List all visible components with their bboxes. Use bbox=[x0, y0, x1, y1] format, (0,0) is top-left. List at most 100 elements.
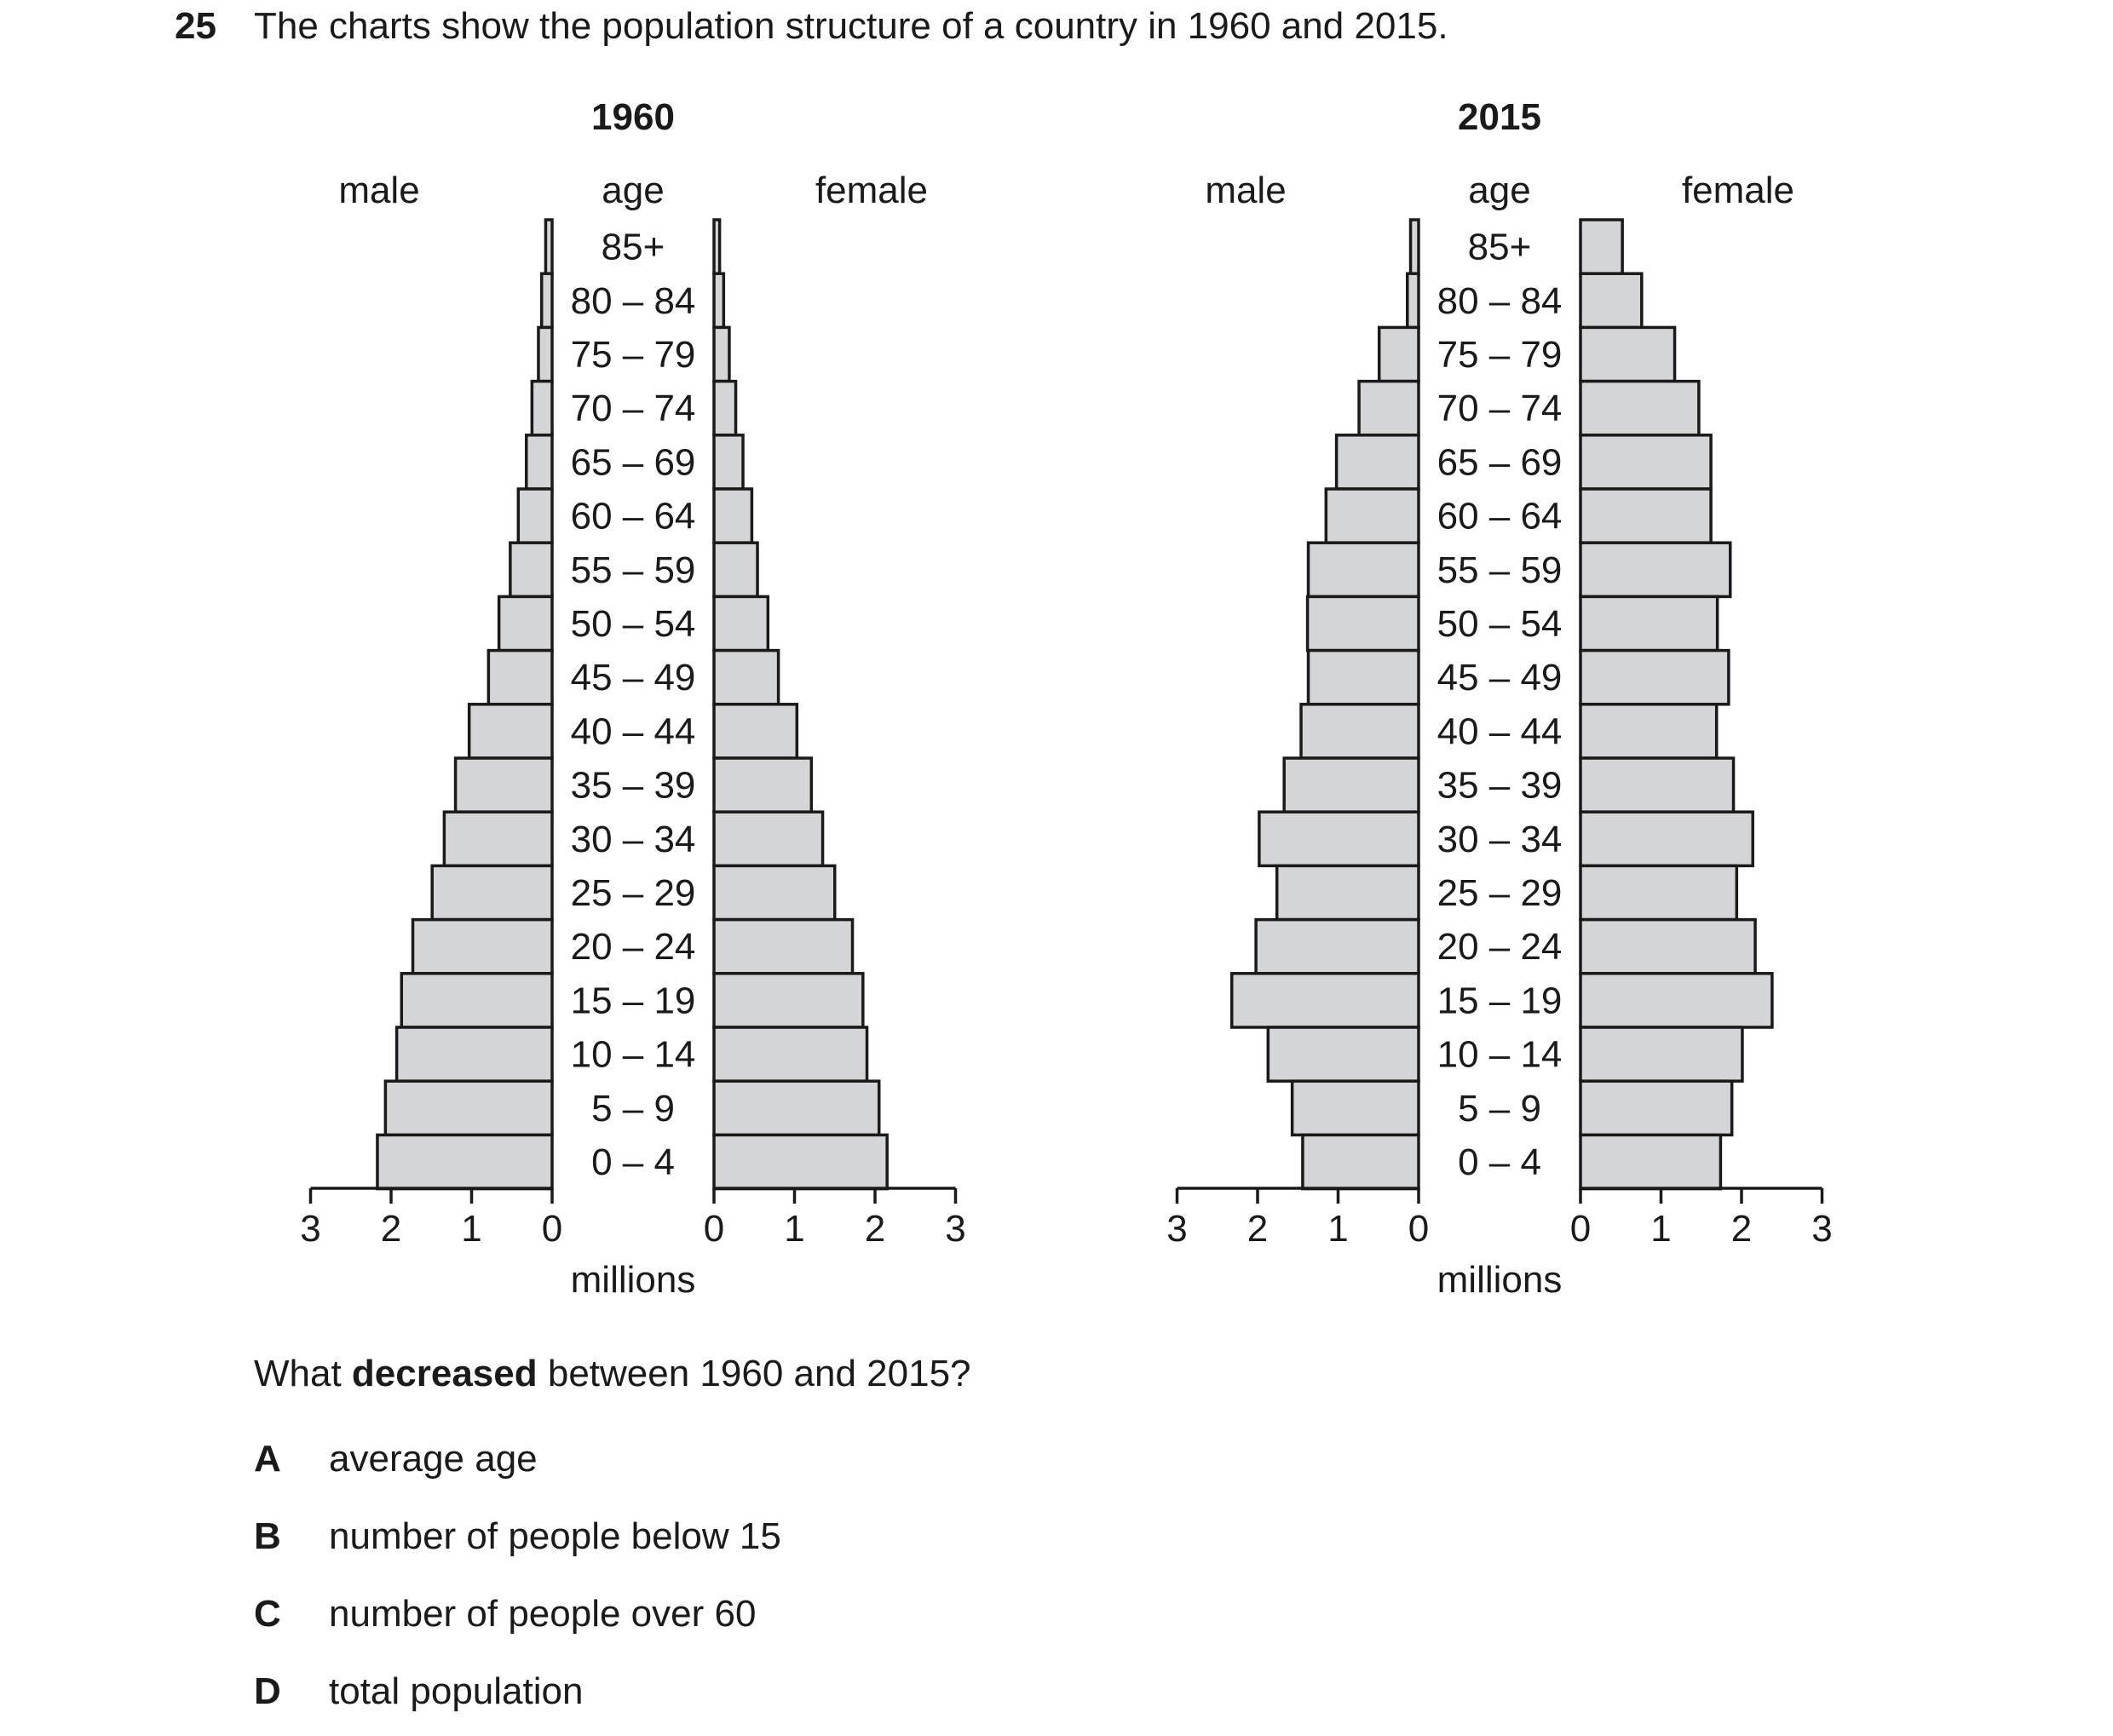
female-bar bbox=[712, 379, 738, 437]
female-tick-label: 1 bbox=[1650, 1208, 1671, 1250]
age-group-label: 0 – 4 bbox=[1458, 1141, 1541, 1183]
female-tick-label: 1 bbox=[784, 1208, 804, 1250]
age-group-label: 10 – 14 bbox=[571, 1034, 696, 1076]
age-group-label: 25 – 29 bbox=[1437, 872, 1563, 914]
male-bar bbox=[442, 810, 554, 868]
male-tick-label: 0 bbox=[542, 1208, 562, 1250]
female-bar bbox=[712, 434, 745, 491]
male-bar bbox=[537, 325, 554, 383]
female-label: female bbox=[1682, 170, 1794, 211]
female-bar bbox=[1579, 272, 1644, 330]
male-bar bbox=[1408, 218, 1420, 275]
female-bar bbox=[712, 972, 865, 1029]
age-group-label: 65 – 69 bbox=[571, 441, 696, 483]
male-bar bbox=[1299, 703, 1420, 760]
male-bar bbox=[544, 218, 554, 275]
male-bar bbox=[1306, 648, 1420, 706]
option-letter: C bbox=[254, 1593, 281, 1635]
prompt-emphasis: decreased bbox=[351, 1353, 538, 1394]
chart-title: 2015 bbox=[1458, 96, 1541, 138]
male-bar bbox=[1266, 1026, 1420, 1083]
prompt-start: What bbox=[254, 1353, 352, 1394]
age-group-label: 55 – 59 bbox=[571, 549, 696, 591]
female-bar bbox=[1579, 864, 1739, 922]
age-group-label: 60 – 64 bbox=[571, 496, 696, 537]
female-tick-label: 0 bbox=[1570, 1208, 1591, 1250]
male-bar bbox=[400, 972, 554, 1029]
male-bar bbox=[530, 379, 554, 437]
age-group-label: 40 – 44 bbox=[1437, 710, 1563, 752]
female-bar bbox=[712, 487, 754, 544]
option-letter: A bbox=[254, 1438, 281, 1480]
age-group-label: 30 – 34 bbox=[571, 819, 696, 860]
female-bar bbox=[1579, 325, 1677, 383]
female-tick-label: 0 bbox=[704, 1208, 724, 1250]
female-bar bbox=[712, 864, 837, 922]
female-bar bbox=[1579, 1133, 1723, 1191]
female-bar bbox=[1579, 1079, 1734, 1137]
female-bar bbox=[1579, 218, 1624, 275]
population-pyramids: 1960 male age female 85+ 80 – 84 75 – 79 70 – 7… bbox=[300, 96, 1832, 1301]
age-group-label: 35 – 39 bbox=[571, 765, 696, 807]
age-group-label: 50 – 54 bbox=[1437, 603, 1563, 645]
male-tick-label: 1 bbox=[1327, 1208, 1348, 1250]
male-tick-label: 2 bbox=[381, 1208, 401, 1250]
age-group-label: 35 – 39 bbox=[1437, 765, 1563, 807]
female-bar bbox=[1579, 972, 1774, 1029]
age-group-label: 45 – 49 bbox=[571, 657, 696, 698]
age-group-label: 75 – 79 bbox=[1437, 334, 1563, 376]
male-bar bbox=[1377, 325, 1420, 383]
male-bar bbox=[376, 1133, 554, 1191]
age-label: age bbox=[1468, 170, 1530, 211]
age-group-label: 40 – 44 bbox=[571, 710, 696, 752]
age-group-label: 65 – 69 bbox=[1437, 441, 1563, 483]
option-letter: D bbox=[254, 1670, 281, 1712]
age-group-label: 85+ bbox=[602, 227, 665, 268]
option-letter: B bbox=[254, 1515, 281, 1557]
age-group-label: 30 – 34 bbox=[1437, 819, 1563, 860]
female-bar bbox=[712, 272, 726, 330]
question-number: 25 bbox=[175, 5, 216, 47]
prompt-end: between 1960 and 2015? bbox=[537, 1353, 971, 1394]
age-group-label: 25 – 29 bbox=[571, 872, 696, 914]
age-group-label: 60 – 64 bbox=[1437, 496, 1563, 537]
x-axis-label: millions bbox=[571, 1259, 696, 1301]
age-group-label: 15 – 19 bbox=[571, 980, 696, 1021]
chart-title: 1960 bbox=[591, 96, 675, 138]
female-tick-label: 2 bbox=[865, 1208, 885, 1250]
male-label: male bbox=[338, 170, 419, 211]
male-bar bbox=[1254, 917, 1420, 975]
age-group-label: 75 – 79 bbox=[571, 334, 696, 376]
age-group-label: 45 – 49 bbox=[1437, 657, 1563, 698]
male-bar bbox=[1324, 487, 1420, 544]
age-group-label: 0 – 4 bbox=[591, 1141, 675, 1183]
age-group-label: 20 – 24 bbox=[571, 926, 696, 968]
male-bar bbox=[1230, 972, 1420, 1029]
male-label: male bbox=[1205, 170, 1286, 211]
age-group-label: 70 – 74 bbox=[571, 388, 696, 429]
x-axis-label: millions bbox=[1437, 1259, 1563, 1301]
female-bar bbox=[712, 810, 825, 868]
male-bar bbox=[525, 434, 554, 491]
option-text: average age bbox=[329, 1438, 538, 1480]
female-bar bbox=[1579, 379, 1701, 437]
female-bar bbox=[712, 703, 799, 760]
male-bar bbox=[509, 541, 554, 599]
male-bar bbox=[1306, 541, 1420, 599]
male-bar bbox=[467, 703, 554, 760]
female-bar bbox=[712, 917, 855, 975]
female-bar bbox=[1579, 810, 1754, 868]
female-bar bbox=[712, 1079, 881, 1137]
male-bar bbox=[1275, 864, 1420, 922]
male-tick-label: 3 bbox=[300, 1208, 320, 1250]
female-tick-label: 2 bbox=[1731, 1208, 1752, 1250]
male-bar bbox=[487, 648, 554, 706]
male-tick-label: 1 bbox=[461, 1208, 481, 1250]
age-group-label: 5 – 9 bbox=[591, 1088, 675, 1130]
male-bar bbox=[383, 1079, 554, 1137]
female-bar bbox=[1579, 541, 1732, 599]
age-group-label: 70 – 74 bbox=[1437, 388, 1563, 429]
female-bar bbox=[712, 756, 814, 813]
age-group-label: 55 – 59 bbox=[1437, 549, 1563, 591]
female-bar bbox=[1579, 1026, 1744, 1083]
